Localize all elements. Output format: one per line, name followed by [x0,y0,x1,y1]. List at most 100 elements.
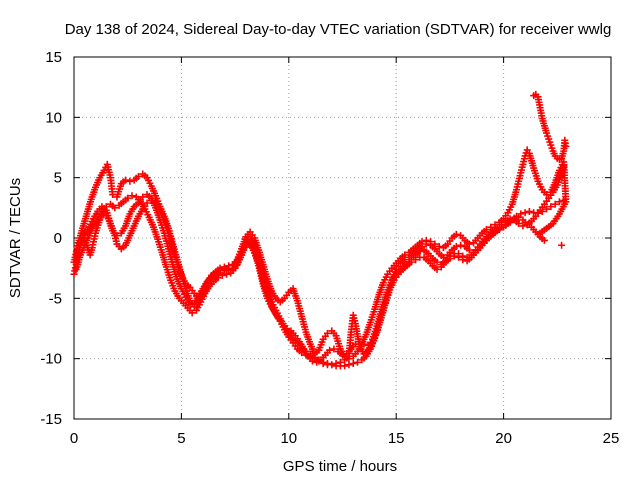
data-point [122,176,130,184]
data-series [70,191,548,369]
data-point [214,274,222,282]
data-point [521,209,529,217]
y-tick-label: 5 [54,170,62,187]
data-point [328,361,336,369]
data-point [558,241,566,249]
data-point [326,346,334,354]
data-point [418,238,426,246]
y-tick-labels: -15 -10 -5 0 5 10 15 [40,49,62,428]
data-point [113,232,121,240]
data-point [452,242,460,250]
data-point [139,193,147,201]
data-point [134,172,142,180]
data-point [339,351,346,359]
data-point [407,258,415,266]
data-point [416,247,424,255]
x-tick-labels: 0 5 10 15 20 25 [70,430,620,447]
data-point [341,362,349,370]
data-point [427,238,435,246]
data-point [330,345,338,353]
data-point [454,253,462,261]
data-point [102,203,110,211]
chart-title: Day 138 of 2024, Sidereal Day-to-day VTE… [65,21,612,38]
x-axis-label: GPS time / hours [283,458,397,475]
data-point [306,353,314,361]
data-point [218,271,226,279]
grid-lines [74,57,611,419]
data-point [143,199,151,207]
data-point [465,240,473,248]
data-point [345,361,353,369]
data-point [188,309,196,317]
data-point [323,329,331,337]
data-point [216,267,224,275]
data-point [547,203,555,211]
data-point [510,216,518,224]
data-point [111,204,119,212]
data-point [450,252,458,260]
data-point [452,230,460,238]
data-point [551,200,559,208]
x-tick-label: 15 [388,430,405,447]
data-point [225,264,233,272]
data-point [124,194,132,202]
data-markers [70,90,570,370]
data-point [223,270,231,278]
y-tick-label: -15 [40,411,62,428]
data-point [482,226,490,234]
data-point [431,240,439,248]
y-tick-label: -5 [49,290,62,307]
y-tick-label: -10 [40,351,62,368]
x-tick-label: 5 [177,430,185,447]
data-point [354,358,362,366]
x-tick-label: 25 [603,430,620,447]
data-point [506,218,514,226]
data-point [457,241,465,249]
data-point [525,207,533,215]
data-point [401,251,409,259]
x-tick-label: 0 [70,430,78,447]
data-point [523,146,531,154]
y-tick-label: 0 [54,230,62,247]
data-point [502,221,510,229]
data-point [126,177,134,185]
data-point [435,242,443,250]
data-point [349,359,357,367]
data-point [562,142,570,150]
data-point [540,236,548,244]
data-point [422,236,430,244]
data-point [465,246,473,254]
data-point [186,300,194,308]
y-tick-label: 10 [45,109,62,126]
x-tick-label: 20 [495,430,512,447]
data-point [212,269,220,277]
data-point [336,358,344,366]
data-point [560,162,568,170]
data-point [543,205,551,213]
data-point [523,221,531,229]
data-series [70,197,568,370]
data-point [517,210,525,218]
data-point [319,359,327,367]
data-point [433,258,441,266]
data-point [555,198,563,206]
data-point [446,255,454,263]
data-point [76,238,84,246]
data-point [332,359,340,367]
data-point [433,265,441,273]
data-point [515,220,523,228]
data-point [298,349,306,357]
data-point [519,222,527,230]
y-tick-label: 15 [45,49,62,66]
data-point [459,256,467,264]
data-point [220,265,228,273]
data-point [515,213,523,221]
data-point [128,192,136,200]
data-point [302,351,310,359]
data-series [530,90,570,249]
data-point [311,355,319,363]
data-point [315,357,323,365]
data-point [412,256,420,264]
x-tick-label: 10 [280,430,297,447]
